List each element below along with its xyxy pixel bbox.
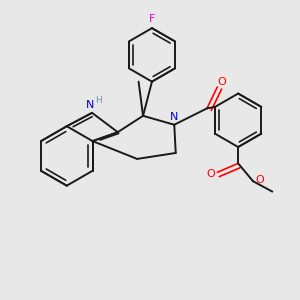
Text: H: H [95,96,102,105]
Text: O: O [255,175,264,185]
Text: N: N [85,100,94,110]
Text: N: N [170,112,178,122]
Text: O: O [206,169,215,179]
Text: O: O [218,76,226,87]
Text: F: F [149,14,155,24]
